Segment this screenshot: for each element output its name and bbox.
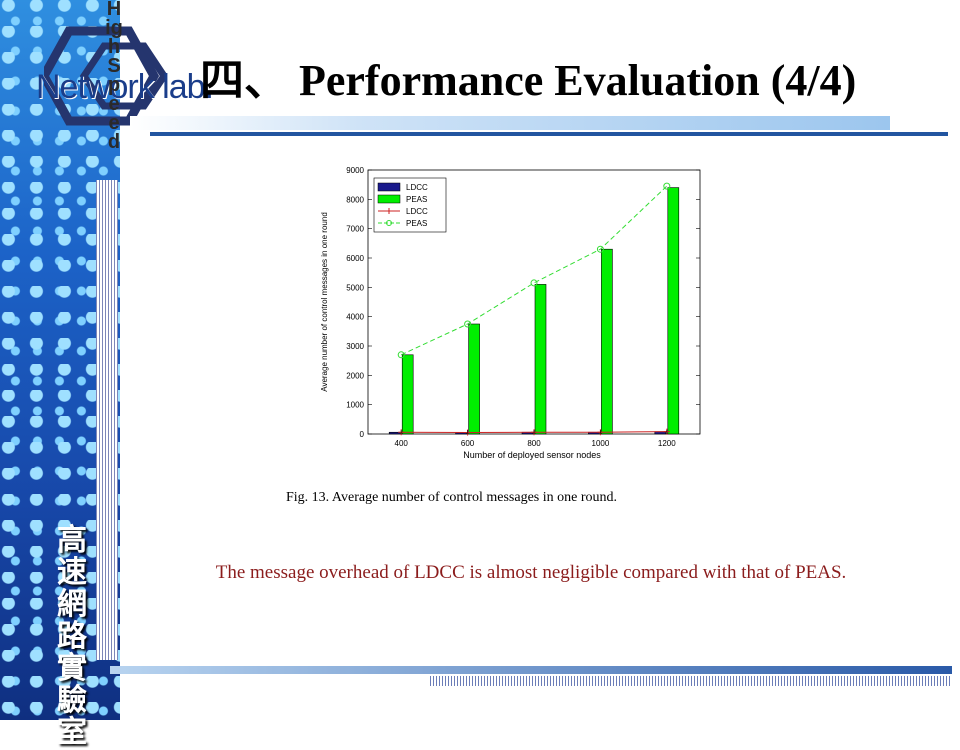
point-peas-1200 — [663, 182, 671, 190]
y-tick-label: 2000 — [346, 371, 364, 380]
logo-text: Network lab. — [36, 68, 214, 106]
logo-vertical-text: High Speed — [105, 0, 123, 153]
bottom-stripe-pattern — [430, 676, 950, 686]
title-underline — [150, 132, 948, 136]
bar-peas-400 — [401, 354, 414, 435]
point-peas-800 — [530, 279, 538, 287]
legend-label-peas: PEAS — [406, 219, 427, 228]
side-stripe-pattern — [96, 180, 118, 660]
y-tick-label: 6000 — [346, 254, 364, 263]
bar-peas-800 — [534, 284, 547, 435]
x-tick-label: 400 — [395, 439, 409, 448]
point-peas-400 — [397, 351, 405, 359]
legend-marker — [386, 220, 392, 226]
y-tick-label: 1000 — [346, 401, 364, 410]
y-tick-label: 7000 — [346, 225, 364, 234]
legend-swatch-ldcc — [377, 182, 401, 192]
lab-name-vertical: 高速網路實驗室 — [57, 523, 87, 750]
y-tick-label: 8000 — [346, 195, 364, 204]
chart-ticks: 0 1000 2000 3000 4000 5000 6000 7000 8000 9000 400… — [346, 166, 700, 448]
legend-label-ldcc: LDCC — [406, 207, 428, 216]
bar-peas-1200 — [667, 187, 680, 435]
legend-label-ldcc: LDCC — [406, 183, 428, 192]
point-peas-600 — [464, 320, 472, 328]
x-tick-label: 1200 — [658, 439, 676, 448]
y-tick-label: 0 — [360, 430, 365, 439]
bar-ldcc-400 — [388, 431, 401, 435]
y-tick-label: 3000 — [346, 342, 364, 351]
legend-label-peas: PEAS — [406, 195, 427, 204]
y-axis-label: Average number of control messages in on… — [320, 212, 329, 392]
bottom-rule — [110, 666, 952, 674]
x-tick-label: 1000 — [592, 439, 610, 448]
chart-legend: LDCC PEAS LDCC PEAS — [373, 177, 447, 233]
figure-caption: Fig. 13. Average number of control messa… — [286, 490, 618, 505]
title-gradient-rule — [130, 116, 890, 130]
hexagon-logo-icon — [44, 26, 169, 126]
x-axis-label: Number of deployed sensor nodes — [463, 450, 601, 460]
bar-peas-600 — [468, 323, 480, 435]
control-messages-chart: 0 1000 2000 3000 4000 5000 6000 7000 8000 9000 400… — [320, 166, 701, 460]
page-title: 四、 Performance Evaluation (4/4) — [200, 56, 857, 105]
chart-bars — [388, 187, 680, 435]
y-tick-label: 9000 — [346, 166, 364, 175]
network-lab-logo: Network lab. — [14, 8, 214, 138]
legend-swatch-peas — [377, 194, 401, 204]
bar-peas-1000 — [601, 248, 613, 435]
y-tick-label: 5000 — [346, 283, 364, 292]
summary-note: The message overhead of LDCC is almost n… — [215, 562, 847, 583]
x-tick-label: 800 — [527, 439, 541, 448]
y-tick-label: 4000 — [346, 313, 364, 322]
x-tick-label: 600 — [461, 439, 475, 448]
line-peas — [400, 185, 668, 356]
point-peas-1000 — [596, 245, 604, 253]
